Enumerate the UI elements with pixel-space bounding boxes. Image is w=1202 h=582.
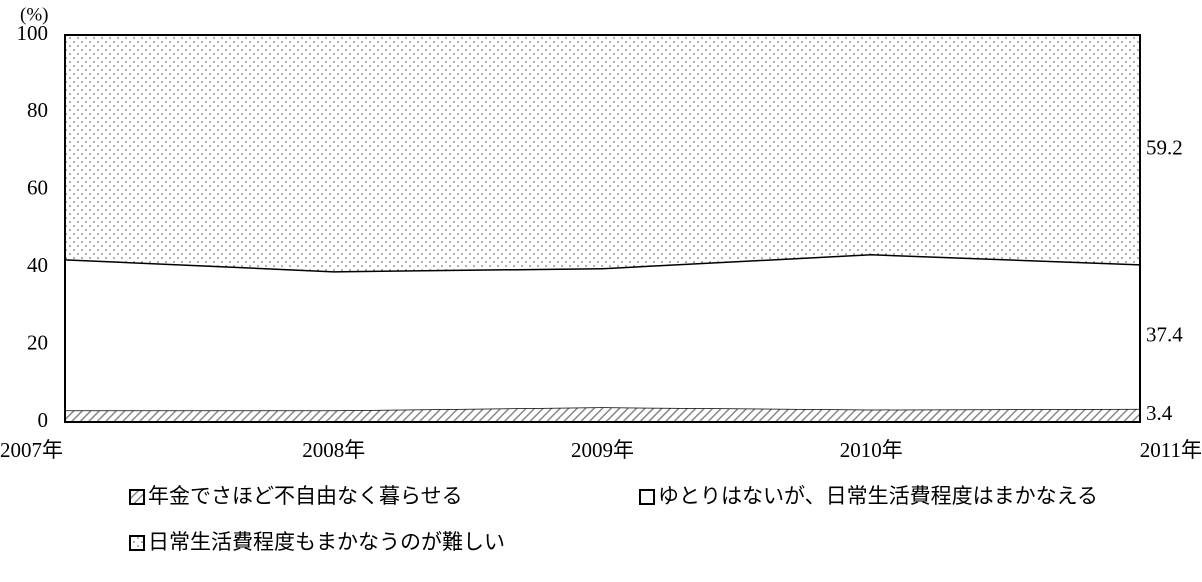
area <box>65 254 1140 411</box>
legend-label: 日常生活費程度もまかなうのが難しい <box>148 530 505 554</box>
legend-swatch <box>639 489 655 505</box>
y-tick-label: 60 <box>27 176 48 200</box>
legend-label: 年金でさほど不自由なく暮らせる <box>148 484 463 508</box>
value-label: 59.2 <box>1146 135 1183 159</box>
legend-swatch <box>129 489 145 505</box>
y-tick-label: 40 <box>27 253 48 277</box>
y-tick-label: 80 <box>27 98 48 122</box>
x-tick-label: 2009年 <box>571 438 634 462</box>
x-tick-label: 2011年 <box>1140 438 1202 462</box>
area <box>65 35 1140 272</box>
x-tick-label: 2010年 <box>840 438 903 462</box>
y-tick-label: 20 <box>27 330 48 354</box>
legend-label: ゆとりはないが、日常生活費程度はまかなえる <box>658 484 1098 508</box>
y-tick-label: 100 <box>17 21 49 45</box>
plot-frame <box>64 34 1141 423</box>
x-tick-label: 2007年 <box>0 438 63 462</box>
x-tick-label: 2008年 <box>302 438 365 462</box>
legend-swatch <box>129 535 145 551</box>
y-tick-label: 0 <box>38 408 49 432</box>
value-label: 3.4 <box>1146 401 1173 425</box>
value-label: 37.4 <box>1146 322 1183 346</box>
y-axis-label: (%) <box>20 4 48 25</box>
